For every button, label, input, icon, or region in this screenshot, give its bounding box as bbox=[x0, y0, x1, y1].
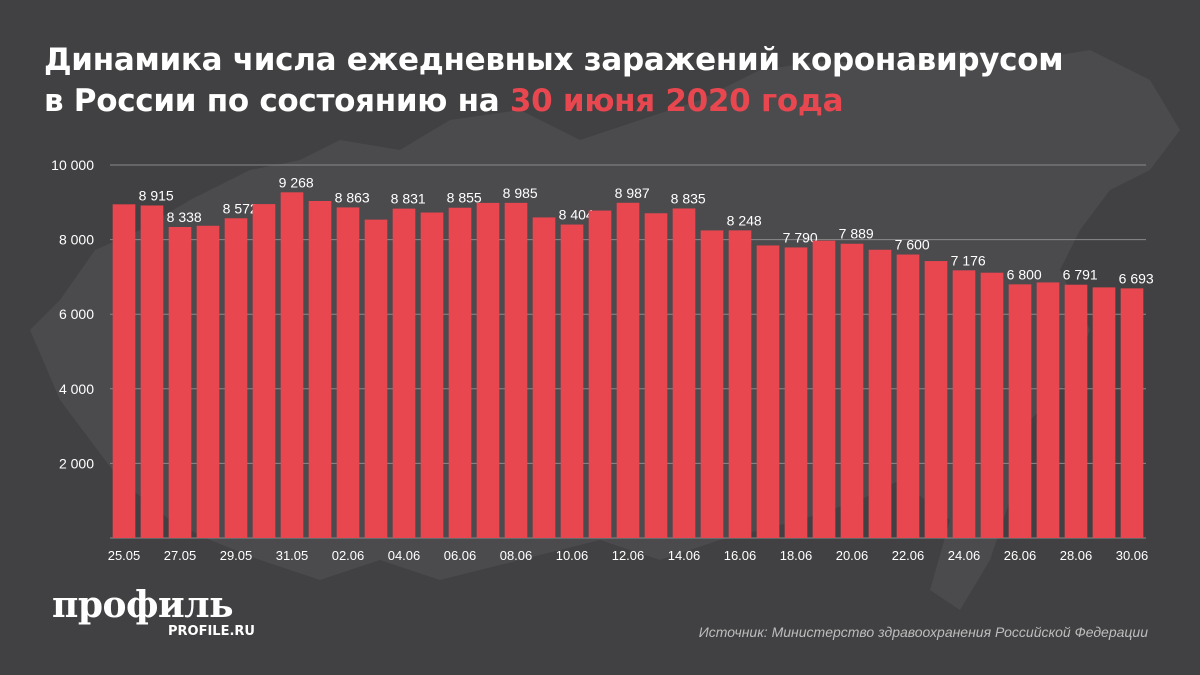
x-tick-label: 04.06 bbox=[388, 548, 421, 563]
bar bbox=[616, 202, 640, 538]
bar bbox=[196, 225, 220, 538]
bar bbox=[1064, 284, 1088, 538]
y-tick-label: 8 000 bbox=[59, 232, 94, 248]
bar bbox=[308, 200, 332, 538]
bar bbox=[560, 224, 584, 538]
x-tick-label: 16.06 bbox=[724, 548, 757, 563]
x-tick-label: 31.05 bbox=[276, 548, 309, 563]
x-tick-label: 29.05 bbox=[220, 548, 253, 563]
bar bbox=[224, 218, 248, 538]
bar bbox=[952, 270, 976, 538]
data-label: 6 791 bbox=[1063, 267, 1098, 283]
bar bbox=[280, 192, 304, 539]
x-tick-label: 14.06 bbox=[668, 548, 701, 563]
x-tick-label: 06.06 bbox=[444, 548, 477, 563]
data-label: 8 835 bbox=[671, 190, 706, 206]
bar bbox=[140, 205, 164, 538]
bar bbox=[728, 230, 752, 538]
x-tick-label: 24.06 bbox=[948, 548, 981, 563]
bar bbox=[504, 202, 528, 538]
data-label: 8 987 bbox=[615, 185, 650, 201]
x-tick-label: 20.06 bbox=[836, 548, 869, 563]
x-tick-label: 27.05 bbox=[164, 548, 197, 563]
bar bbox=[868, 249, 892, 538]
bar bbox=[924, 261, 948, 538]
bar bbox=[1092, 287, 1116, 538]
bar bbox=[420, 212, 444, 538]
y-tick-label: 2 000 bbox=[59, 455, 94, 471]
x-tick-label: 18.06 bbox=[780, 548, 813, 563]
title-line-1: Динамика числа ежедневных заражений коро… bbox=[44, 42, 1064, 78]
bar bbox=[672, 208, 696, 538]
bar bbox=[168, 226, 192, 538]
data-label: 6 693 bbox=[1119, 270, 1154, 286]
source-name: Министерство здравоохранения Российской … bbox=[771, 624, 1148, 640]
x-tick-label: 25.05 bbox=[108, 548, 141, 563]
bar bbox=[756, 245, 780, 538]
bar bbox=[392, 208, 416, 538]
bar bbox=[840, 243, 864, 538]
title-date-highlight: 30 июня 2020 года bbox=[509, 83, 844, 119]
source-prefix: Источник: bbox=[698, 624, 768, 640]
data-label: 8 915 bbox=[139, 187, 174, 203]
page-title: Динамика числа ежедневных заражений коро… bbox=[44, 40, 1164, 122]
bar bbox=[336, 207, 360, 538]
bar bbox=[812, 240, 836, 538]
bar bbox=[476, 202, 500, 539]
data-label: 7 889 bbox=[839, 226, 874, 242]
data-label: 7 790 bbox=[783, 229, 818, 245]
data-label: 8 831 bbox=[391, 191, 426, 207]
data-label: 6 800 bbox=[1007, 266, 1042, 282]
title-line-2: в России по состоянию на bbox=[44, 83, 500, 119]
data-label: 8 855 bbox=[447, 190, 482, 206]
data-label: 8 404 bbox=[559, 207, 594, 223]
data-label: 8 248 bbox=[727, 212, 762, 228]
data-label: 7 176 bbox=[951, 252, 986, 268]
bar bbox=[700, 230, 724, 538]
logo-url: PROFILE.RU bbox=[168, 624, 255, 639]
data-label: 8 338 bbox=[167, 209, 202, 225]
bar bbox=[364, 219, 388, 539]
x-tick-label: 22.06 bbox=[892, 548, 925, 563]
x-tick-label: 12.06 bbox=[612, 548, 645, 563]
bar bbox=[644, 213, 668, 538]
x-tick-label: 26.06 bbox=[1004, 548, 1037, 563]
bar bbox=[896, 254, 920, 538]
data-label: 8 985 bbox=[503, 185, 538, 201]
data-label: 8 863 bbox=[335, 189, 370, 205]
x-tick-label: 10.06 bbox=[556, 548, 589, 563]
profile-logo[interactable]: профиль PROFILE.RU bbox=[52, 584, 255, 639]
data-label: 8 572 bbox=[223, 200, 258, 216]
bar bbox=[980, 272, 1004, 538]
y-tick-label: 10 000 bbox=[51, 157, 94, 173]
y-tick-label: 4 000 bbox=[59, 381, 94, 397]
bar bbox=[1036, 282, 1060, 538]
data-label: 7 600 bbox=[895, 237, 930, 253]
source-note: Источник: Министерство здравоохранения Р… bbox=[699, 624, 1148, 640]
y-tick-label: 6 000 bbox=[59, 306, 94, 322]
bar bbox=[1008, 284, 1032, 538]
bar bbox=[448, 207, 472, 538]
data-label: 9 268 bbox=[279, 174, 314, 190]
x-tick-label: 02.06 bbox=[332, 548, 365, 563]
x-tick-label: 08.06 bbox=[500, 548, 533, 563]
bar bbox=[112, 204, 136, 538]
bar bbox=[252, 204, 276, 538]
bar bbox=[784, 247, 808, 539]
bar bbox=[1120, 288, 1144, 538]
x-tick-label: 30.06 bbox=[1116, 548, 1149, 563]
logo-wordmark: профиль bbox=[52, 584, 234, 626]
bar bbox=[588, 210, 612, 538]
x-tick-label: 28.06 bbox=[1060, 548, 1093, 563]
bar bbox=[532, 217, 556, 538]
